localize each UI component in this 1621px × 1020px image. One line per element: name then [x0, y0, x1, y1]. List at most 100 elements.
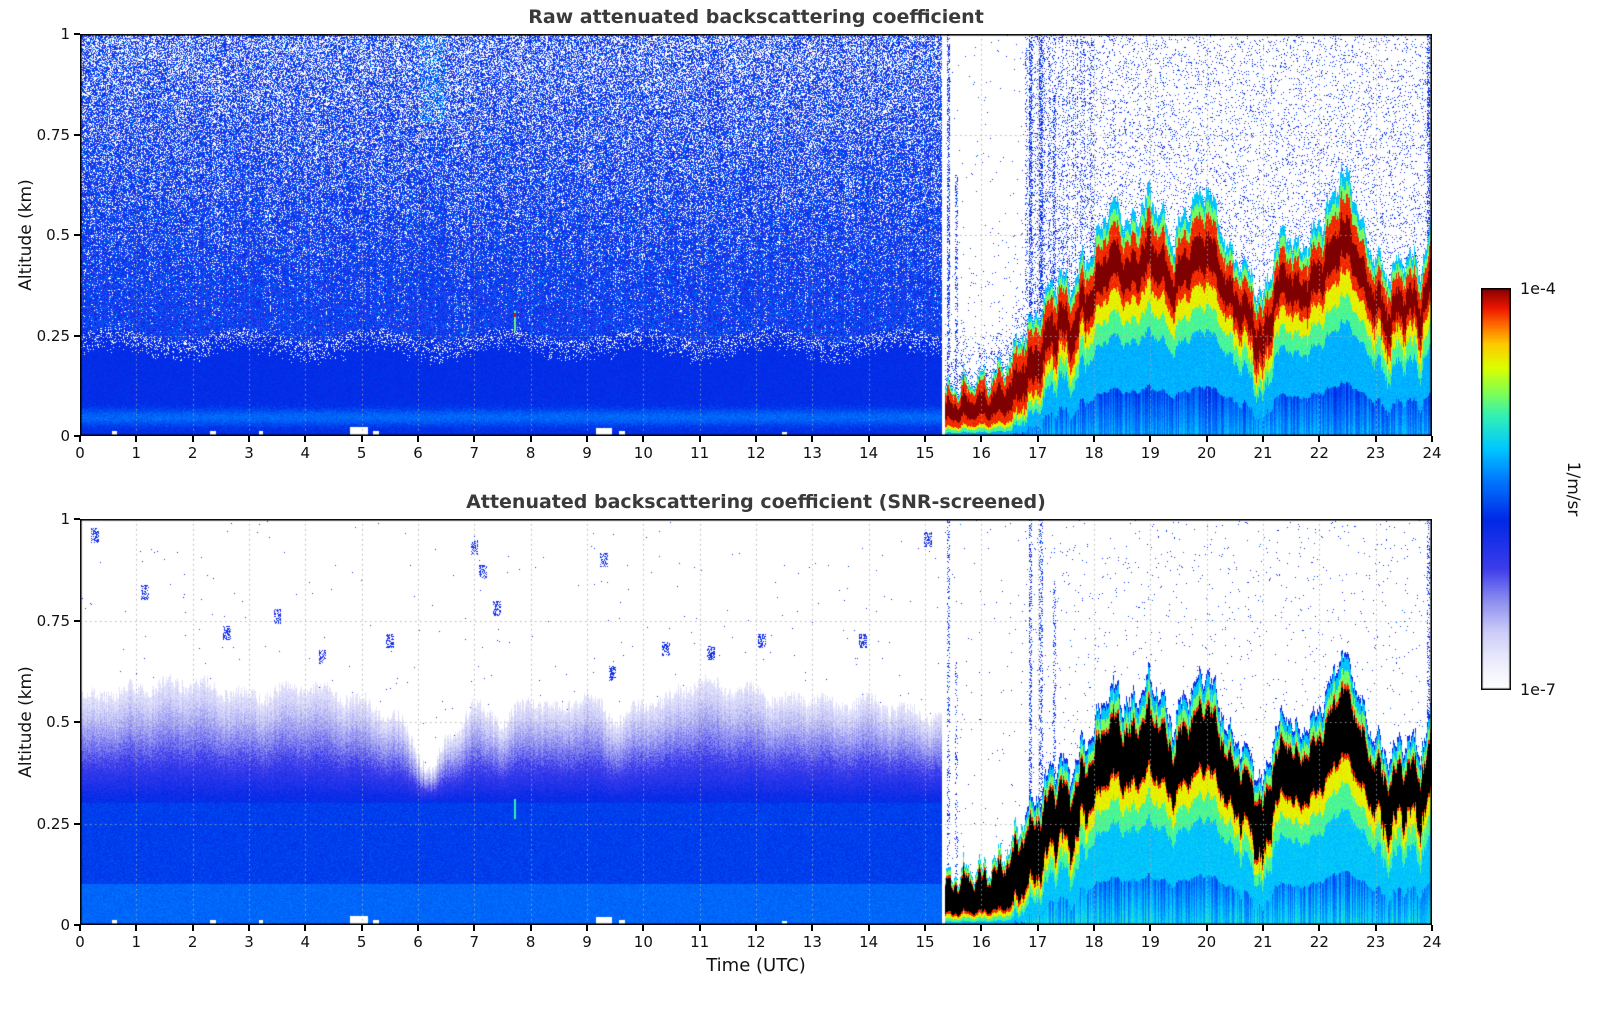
x-tick-label: 13 — [802, 444, 822, 462]
x-tick-label: 4 — [300, 933, 311, 951]
y-tick — [74, 33, 80, 35]
y-tick — [74, 234, 80, 236]
x-tick-label: 1 — [131, 444, 142, 462]
y-tick-label: 0.25 — [36, 326, 70, 345]
x-tick — [586, 925, 588, 931]
x-tick — [867, 436, 870, 442]
x-tick — [698, 436, 701, 442]
colorbar-max-label: 1e-4 — [1520, 279, 1556, 298]
x-tick-label: 1 — [131, 933, 142, 951]
x-tick — [867, 925, 870, 931]
x-tick — [191, 925, 194, 931]
y-tick-label: 0 — [60, 427, 70, 445]
y-tick — [74, 619, 80, 622]
x-tick-label: 12 — [746, 933, 766, 951]
x-tick-label: 7 — [469, 933, 480, 951]
x-tick — [1093, 925, 1095, 931]
x-tick — [755, 436, 757, 442]
x-tick — [980, 925, 983, 931]
x-tick-label: 18 — [1084, 933, 1104, 951]
x-tick — [248, 925, 250, 931]
x-tick — [191, 436, 194, 442]
x-tick-label: 9 — [582, 933, 592, 951]
x-tick — [1149, 925, 1152, 931]
x-tick-label: 20 — [1197, 933, 1217, 951]
x-tick-label: 10 — [633, 444, 653, 462]
x-tick-label: 14 — [859, 444, 879, 462]
x-tick-label: 23 — [1366, 444, 1386, 462]
x-tick-label: 11 — [690, 933, 710, 951]
x-tick — [642, 436, 645, 442]
x-tick — [473, 436, 476, 442]
x-tick-label: 6 — [413, 444, 423, 462]
y-tick — [74, 721, 80, 723]
x-tick — [1262, 925, 1264, 931]
x-tick-label: 15 — [915, 933, 935, 951]
x-tick-label: 3 — [244, 933, 254, 951]
x-tick-label: 21 — [1253, 444, 1273, 462]
x-tick-label: 5 — [356, 933, 367, 951]
x-tick — [924, 925, 926, 931]
x-tick — [529, 436, 532, 442]
x-tick — [1431, 436, 1433, 442]
x-tick — [1262, 436, 1264, 442]
x-tick-label: 21 — [1253, 933, 1273, 951]
x-tick — [417, 925, 419, 931]
x-tick — [755, 925, 757, 931]
x-tick-label: 20 — [1197, 444, 1217, 462]
y-tick — [74, 924, 80, 926]
x-tick — [1093, 436, 1095, 442]
x-tick-label: 7 — [469, 444, 480, 462]
x-axis-label: Time (UTC) — [706, 955, 806, 976]
x-tick-label: 16 — [971, 933, 991, 951]
y-tick — [74, 133, 80, 136]
x-tick-label: 8 — [525, 444, 536, 462]
x-tick-label: 0 — [75, 444, 85, 462]
x-tick-label: 10 — [633, 933, 653, 951]
x-tick-label: 14 — [859, 933, 879, 951]
y-tick — [74, 518, 80, 520]
colorbar-units-label: 1/m/sr — [1563, 461, 1583, 517]
x-tick — [1374, 925, 1377, 931]
y-tick-label: 0.25 — [36, 814, 70, 833]
x-tick-label: 15 — [915, 444, 935, 462]
x-tick — [473, 925, 476, 931]
panel2-title: Attenuated backscattering coefficient (S… — [466, 491, 1046, 513]
y-tick — [74, 822, 80, 825]
x-tick-label: 12 — [746, 444, 766, 462]
x-tick-label: 22 — [1309, 444, 1329, 462]
y-tick-label: 0.5 — [46, 713, 70, 731]
y-tick — [74, 435, 80, 437]
x-tick-label: 24 — [1422, 933, 1442, 951]
x-tick — [79, 925, 81, 931]
y-tick-label: 1 — [60, 25, 70, 43]
x-tick — [1036, 925, 1039, 931]
x-tick — [304, 436, 307, 442]
x-tick — [1318, 925, 1321, 931]
x-tick-label: 18 — [1084, 444, 1104, 462]
x-tick-label: 2 — [187, 444, 198, 462]
x-tick-label: 17 — [1028, 444, 1048, 462]
x-tick-label: 5 — [356, 444, 367, 462]
y-tick-label: 0.75 — [36, 611, 70, 630]
colorbar-min-label: 1e-7 — [1520, 680, 1556, 699]
y-tick-label: 0 — [60, 916, 70, 934]
x-tick — [1318, 436, 1321, 442]
x-tick — [360, 436, 363, 442]
x-tick-label: 19 — [1140, 444, 1160, 462]
x-tick-label: 2 — [187, 933, 198, 951]
x-tick — [1205, 436, 1208, 442]
x-tick — [811, 436, 814, 442]
x-tick-label: 13 — [802, 933, 822, 951]
x-tick — [698, 925, 701, 931]
x-tick-label: 23 — [1366, 933, 1386, 951]
panel1-heatmap — [80, 34, 1432, 436]
x-tick — [529, 925, 532, 931]
x-tick-label: 0 — [75, 933, 85, 951]
x-tick — [924, 436, 926, 442]
y-tick-label: 0.75 — [36, 125, 70, 144]
x-tick — [642, 925, 645, 931]
x-tick — [248, 436, 250, 442]
x-tick — [417, 436, 419, 442]
